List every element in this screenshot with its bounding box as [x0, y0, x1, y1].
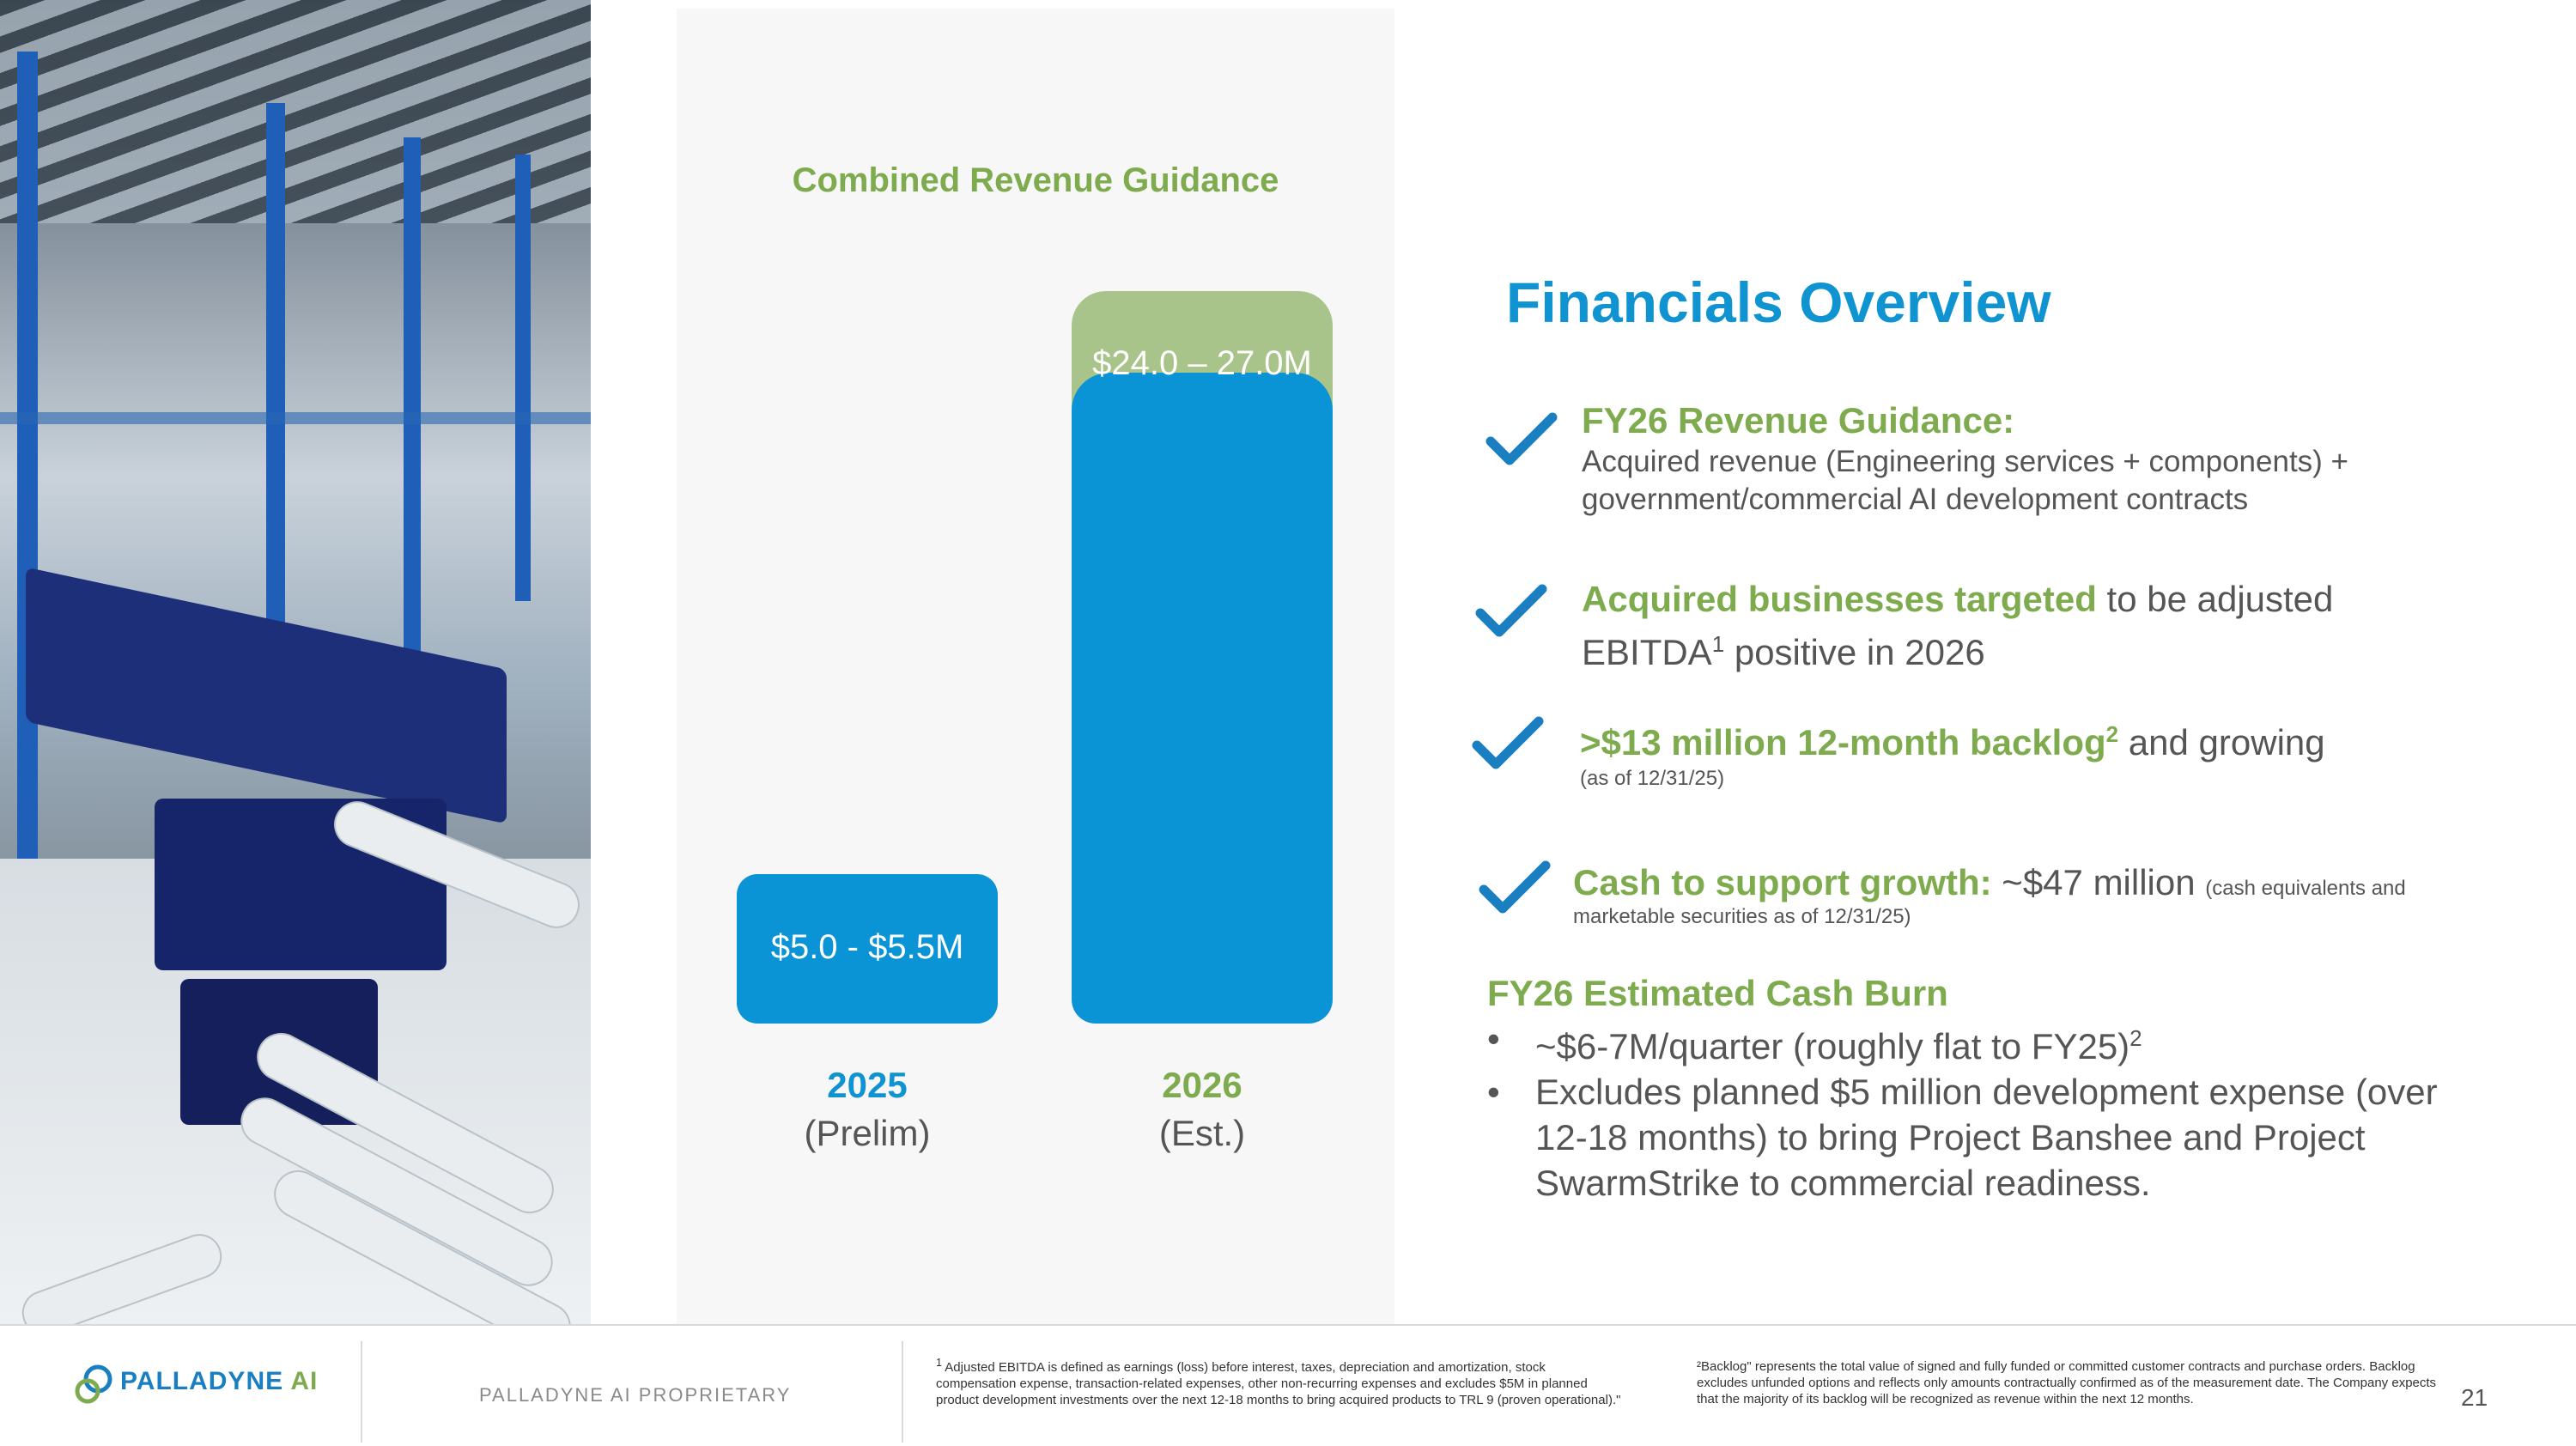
footnote-ref-1: 1	[1711, 631, 1725, 657]
footer-divider	[0, 1324, 2576, 1326]
overview-item-2: Acquired businesses targeted to be adjus…	[1582, 577, 2333, 675]
proprietary-label: PALLADYNE AI PROPRIETARY	[479, 1384, 792, 1406]
logo-text: PALLADYNE	[120, 1367, 284, 1395]
cash-burn-bullet-2-line2: 12-18 months) to bring Project Banshee a…	[1535, 1117, 2366, 1157]
footer-separator	[361, 1341, 362, 1443]
cash-burn-bullet-2-line3: SwarmStrike to commercial readiness.	[1535, 1163, 2151, 1203]
x-tick-label: 2025	[827, 1065, 908, 1105]
overview-item-4-rest: ~$47 million	[1991, 862, 2206, 902]
overview-item-3: >$13 million 12-month backlog2 and growi…	[1580, 721, 2325, 791]
page-number: 21	[2461, 1384, 2488, 1411]
overview-item-2-line2a: EBITDA	[1582, 632, 1712, 672]
footnote-2: ²Backlog" represents the total value of …	[1697, 1359, 2437, 1407]
logo-ai-text: AI	[290, 1367, 319, 1395]
footnote-ref-2b: 2	[2129, 1025, 2142, 1051]
overview-item-1-heading: FY26 Revenue Guidance:	[1582, 400, 2015, 440]
footnote-1: 1 Adjusted EBITDA is defined as earnings…	[936, 1355, 1623, 1408]
bar-2026-base	[1072, 372, 1333, 1024]
footnote-1-number: 1	[936, 1357, 942, 1369]
bar-label-2026: $24.0 – 27.0M	[1092, 343, 1312, 382]
x-tick-label: 2026	[1162, 1065, 1242, 1105]
overview-item-4: Cash to support growth: ~$47 million (ca…	[1573, 862, 2406, 929]
overview-item-1-line1: Acquired revenue (Engineering services +…	[1582, 445, 2348, 478]
overview-item-3-heading: >$13 million 12-month backlog	[1580, 722, 2106, 762]
chart-title: Combined Revenue Guidance	[792, 161, 1279, 199]
palladyne-logo-icon	[75, 1364, 112, 1404]
overview-item-1: FY26 Revenue Guidance: Acquired revenue …	[1582, 400, 2348, 517]
overview-item-2-rest: to be adjusted	[2096, 579, 2334, 619]
bullet-icon: •	[1487, 1072, 1500, 1112]
checkmark-icon	[1472, 716, 1544, 769]
cash-burn-bullet-1: ~$6-7M/quarter (roughly flat to FY25)	[1535, 1026, 2130, 1066]
bullet-icon: •	[1487, 1018, 1500, 1059]
palladyne-logo: PALLADYNE AI	[120, 1367, 318, 1396]
bar-2025	[737, 874, 998, 1024]
footnote-ref-2: 2	[2105, 721, 2119, 747]
checkmark-icon	[1479, 860, 1551, 914]
x-tick-note: (Prelim)	[804, 1113, 931, 1153]
factory-photo	[0, 0, 591, 1324]
x-category-2026: 2026 (Est.)	[1054, 1061, 1350, 1157]
overview-item-4-note2: marketable securities as of 12/31/25)	[1573, 905, 1911, 928]
checkmark-icon	[1475, 584, 1547, 637]
cash-burn-bullet-2-line1: Excludes planned $5 million development …	[1535, 1072, 2438, 1112]
overview-item-4-note1: (cash equivalents and	[2205, 877, 2406, 900]
x-tick-note: (Est.)	[1158, 1113, 1246, 1153]
overview-item-1-line2: government/commercial AI development con…	[1582, 483, 2249, 516]
checkmark-icon	[1485, 412, 1558, 465]
footer-separator	[902, 1341, 903, 1443]
overview-item-4-heading: Cash to support growth:	[1573, 862, 1992, 902]
overview-item-3-rest: and growing	[2118, 722, 2325, 762]
cash-burn-section: FY26 Estimated Cash Burn • ~$6-7M/quarte…	[1487, 970, 2438, 1206]
x-category-2025: 2025 (Prelim)	[720, 1061, 1015, 1157]
cash-burn-heading: FY26 Estimated Cash Burn	[1487, 973, 1948, 1013]
bar-label-2025: $5.0 - $5.5M	[770, 928, 964, 967]
footnote-1-text: Adjusted EBITDA is defined as earnings (…	[936, 1360, 1621, 1407]
overview-item-2-line2b: positive in 2026	[1724, 632, 1985, 672]
overview-item-3-note: (as of 12/31/25)	[1580, 767, 1725, 790]
page-title: Financials Overview	[1506, 270, 2051, 334]
overview-item-2-heading: Acquired businesses targeted	[1582, 579, 2097, 619]
